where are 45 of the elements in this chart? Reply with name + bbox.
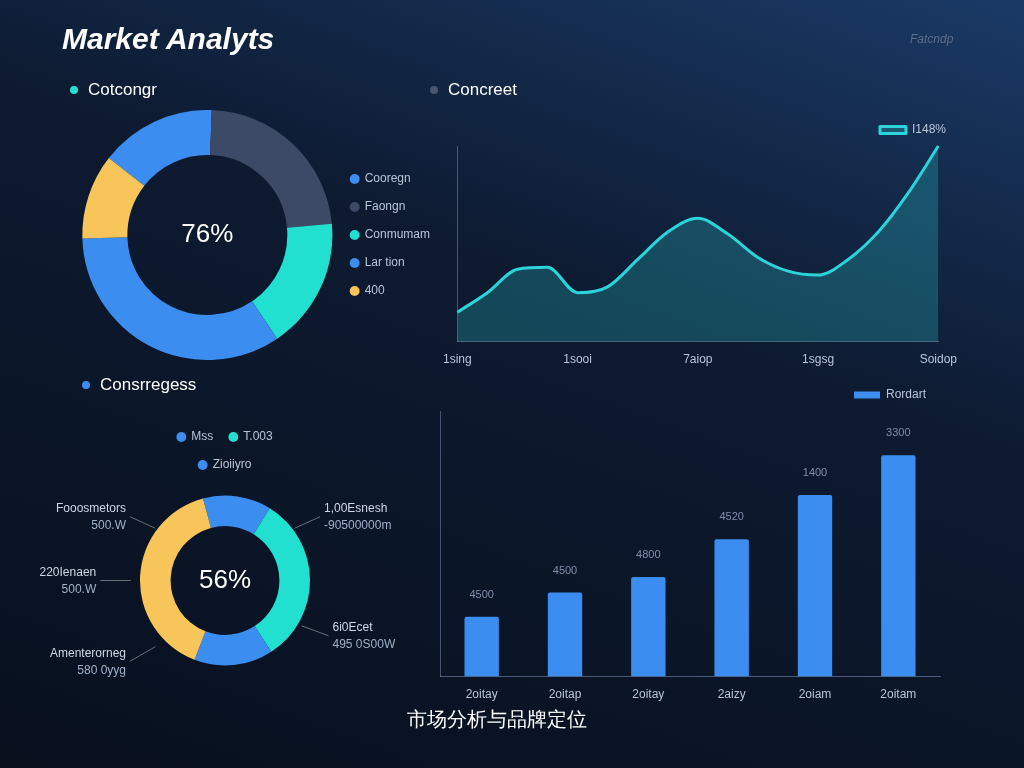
legend-label: Mss	[191, 429, 214, 444]
legend-label: Cooregn	[364, 171, 411, 186]
chart-title: Consrregess	[100, 375, 197, 395]
text: 1,00Esnesh	[324, 501, 388, 516]
text: 3300	[886, 426, 911, 439]
chart-title: Concreet	[448, 80, 517, 100]
annotation: 4800	[636, 548, 661, 561]
text: -90500000m	[324, 518, 392, 533]
legend-label: Conmumam	[364, 227, 431, 242]
text: 500.W	[61, 581, 97, 596]
x-tick-label: 1sing	[443, 352, 472, 367]
annotation: 4520	[719, 510, 744, 523]
x-tick-label: 1sooi	[563, 352, 592, 367]
text: 500.W	[91, 518, 127, 533]
annotation: 4500	[469, 587, 494, 600]
x-tick-label: 2aizy	[717, 687, 746, 702]
annotation: 4500	[552, 563, 578, 576]
x-tick-label: 2oitap	[548, 687, 582, 702]
x-tick-label: 1sgsg	[802, 352, 835, 367]
x-tick-label: 2oitay	[632, 687, 665, 702]
annotation: 1400	[802, 466, 828, 479]
legend-label: I148%	[911, 122, 947, 137]
x-tick-label: 7aiop	[683, 352, 713, 367]
text: Amenterorneg	[49, 645, 126, 660]
legend-label: Faongn	[364, 199, 406, 214]
chart-title: Cotcongr	[88, 80, 157, 100]
text: 495 0S00W	[332, 637, 396, 652]
legend-label: Lar tion	[364, 255, 405, 270]
text: 220Ienaen	[39, 564, 97, 579]
text: Fatcndp	[910, 32, 954, 46]
x-tick-label: 2oitay	[465, 687, 498, 702]
text: 580 0yyg	[77, 662, 126, 677]
text: Market Analyts	[62, 22, 275, 56]
legend-label: Zioiiyro	[212, 457, 252, 472]
x-tick-label: 2oitam	[880, 687, 917, 702]
legend-label: T.003	[243, 429, 273, 444]
text: 市场分析与品牌定位	[407, 707, 587, 732]
text: 76%	[181, 218, 234, 249]
text: Fooosmetors	[55, 501, 126, 516]
legend-label: 400	[364, 283, 385, 298]
legend-label: Rordart	[885, 387, 927, 402]
text: 56%	[198, 563, 252, 594]
x-tick-label: 2oiam	[798, 687, 832, 702]
x-tick-label: Soidop	[919, 352, 958, 367]
text: 6i0Ecet	[332, 620, 374, 635]
